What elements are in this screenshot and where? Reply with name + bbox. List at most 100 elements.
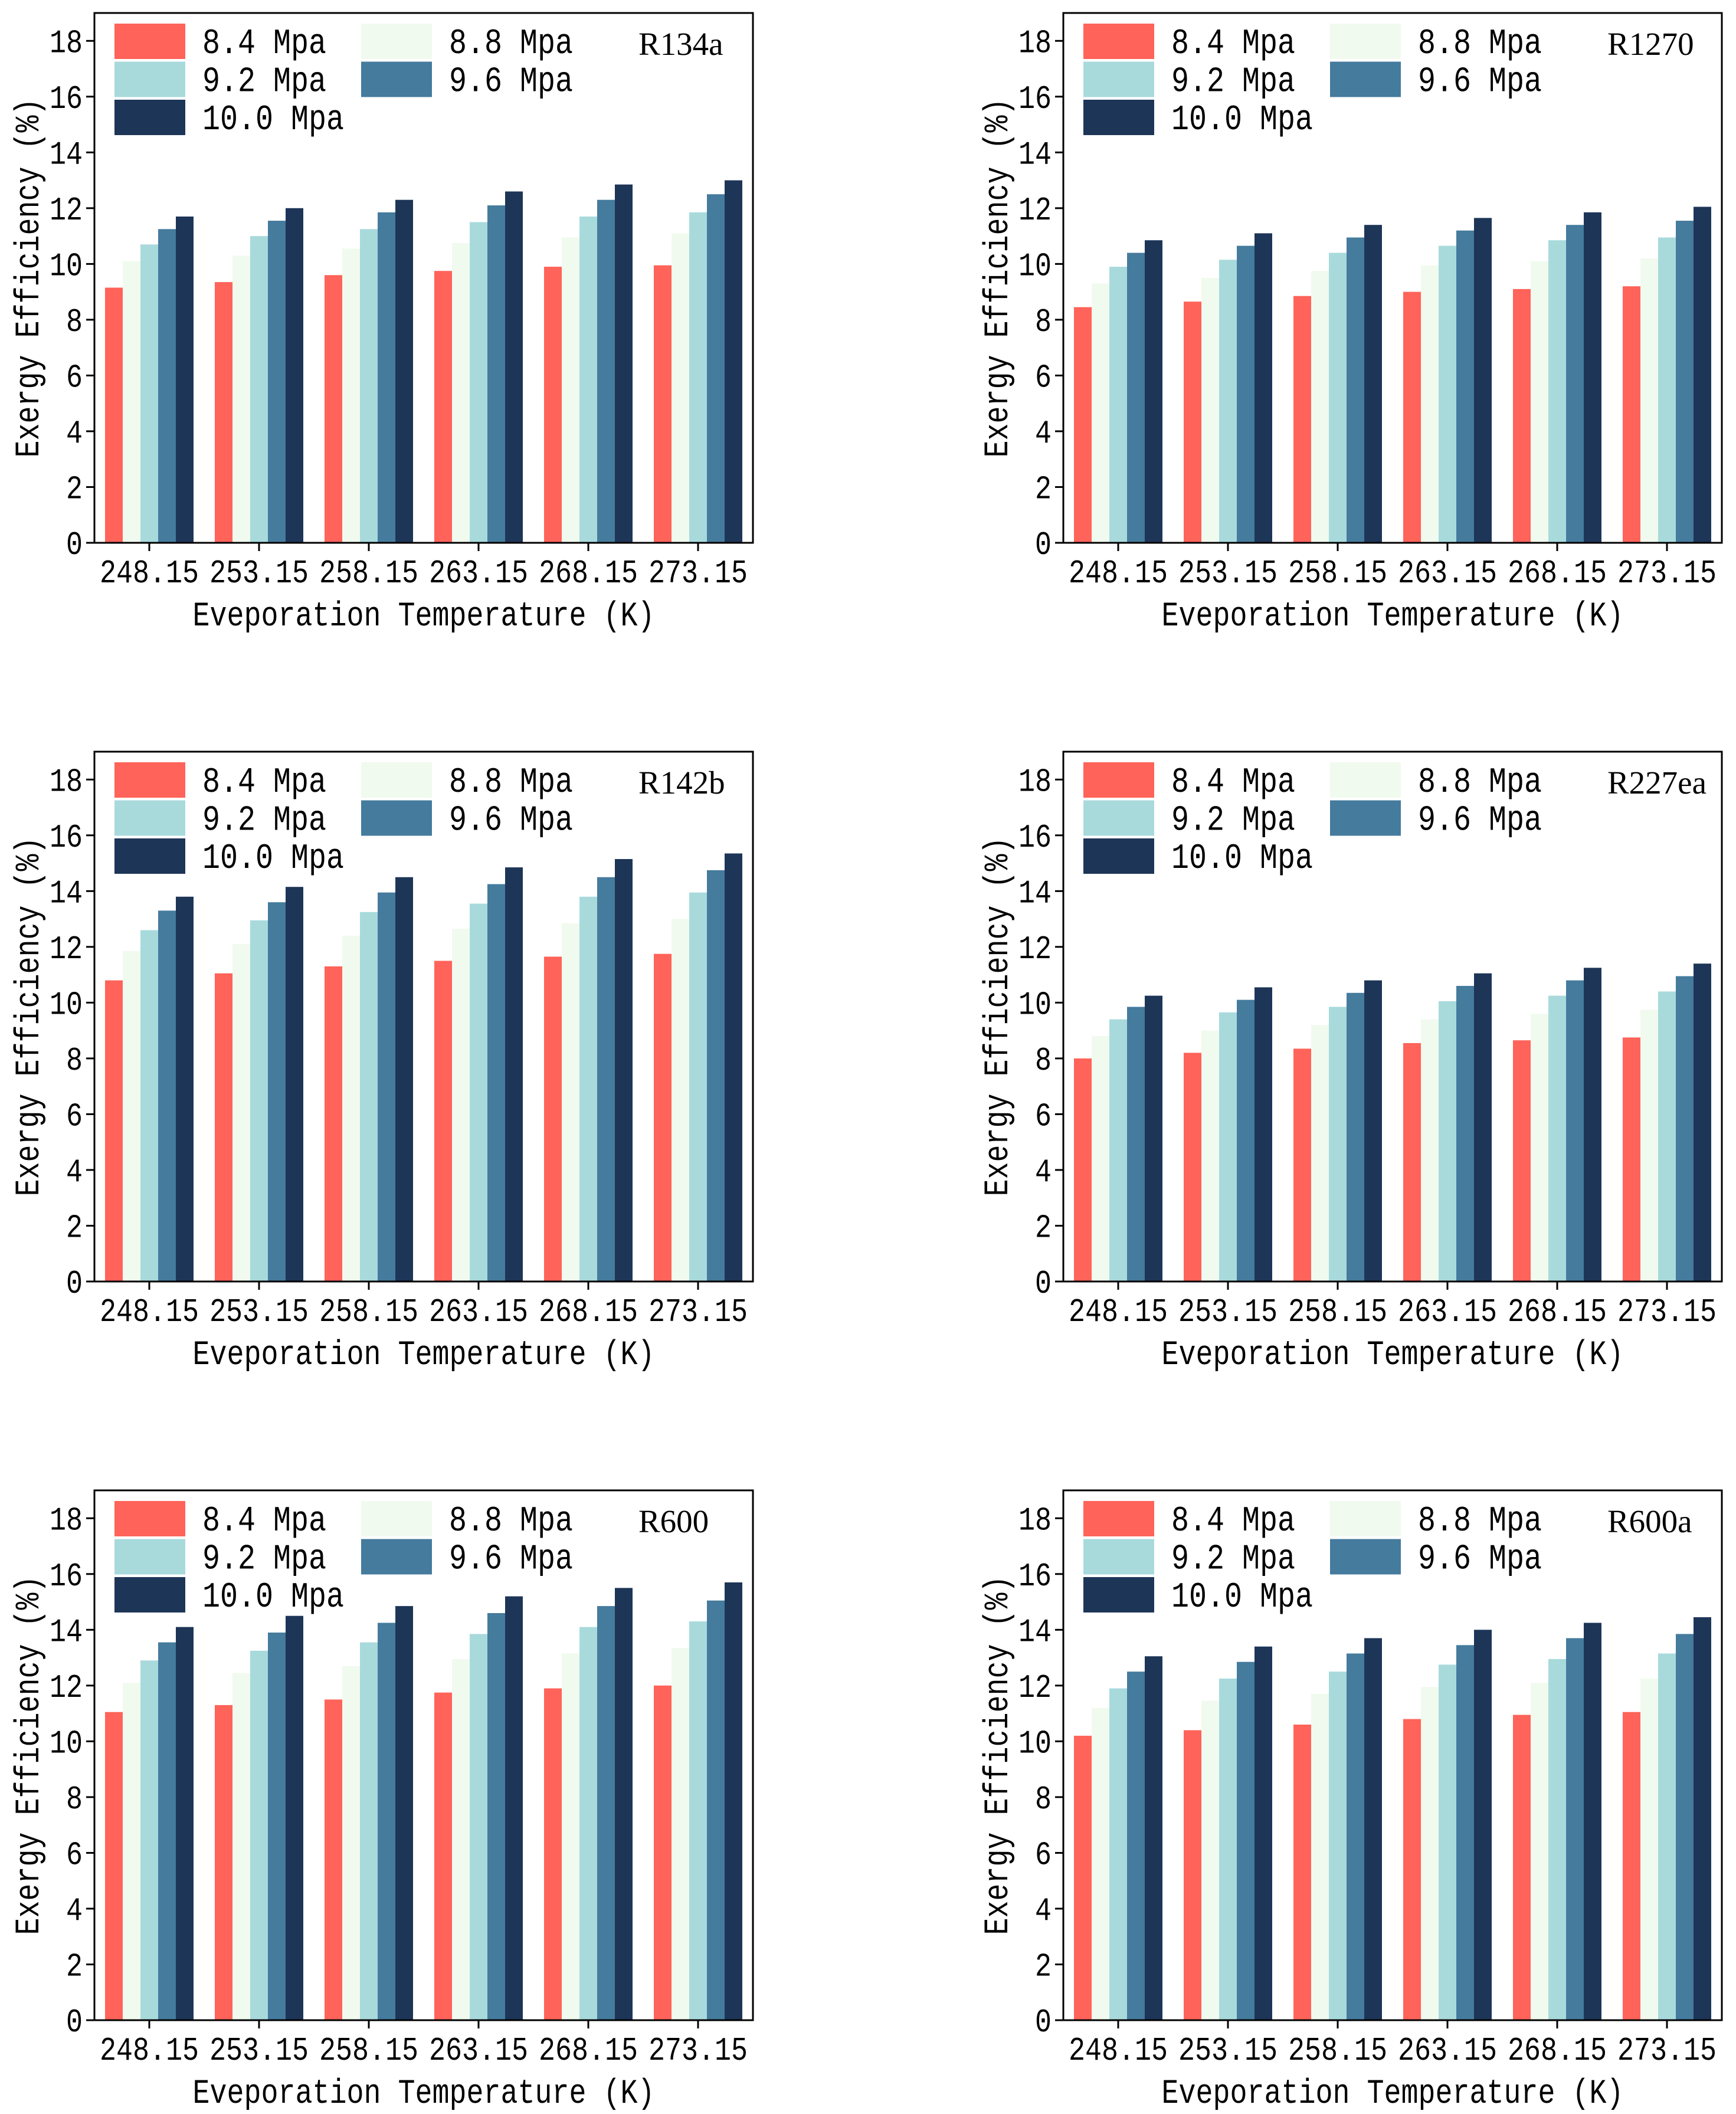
y-tick-label: 4 bbox=[1035, 1892, 1052, 1930]
bar-r1270-268-15-9-2-mpa bbox=[1548, 240, 1566, 543]
bar-r1270-268-15-9-6-mpa bbox=[1566, 225, 1584, 543]
bar-r1270-248-15-8-8-mpa bbox=[1092, 283, 1109, 543]
bar-r600-268-15-8-8-mpa bbox=[562, 1653, 579, 2020]
bar-r1270-263-15-8-8-mpa bbox=[1421, 265, 1439, 543]
bar-r600-268-15-9-6-mpa bbox=[597, 1606, 615, 2020]
y-tick-label: 14 bbox=[1018, 1613, 1052, 1651]
y-tick-label: 8 bbox=[1035, 303, 1052, 341]
bar-r134a-273-15-9-6-mpa bbox=[707, 194, 725, 543]
x-tick-label: 273.15 bbox=[648, 1293, 748, 1331]
bar-r1270-258-15-8-4-mpa bbox=[1293, 296, 1311, 543]
legend-r600a: 8.4 Mpa 8.8 Mpa 9.2 Mpa 9.6 Mpa 10.0 Mpa bbox=[1083, 1501, 1542, 1618]
bar-r600a-248-15-9-2-mpa bbox=[1109, 1688, 1127, 2020]
bar-r134a-253-15-8-4-mpa bbox=[215, 282, 232, 543]
bar-r142b-248-15-9-6-mpa bbox=[158, 910, 176, 1281]
bar-r600a-263-15-10-0-mpa bbox=[1474, 1630, 1492, 2020]
bar-r600-273-15-9-2-mpa bbox=[689, 1621, 707, 2020]
bar-r142b-258-15-9-6-mpa bbox=[378, 892, 395, 1281]
legend-swatch bbox=[361, 61, 432, 97]
legend-label: 10.0 Mpa bbox=[1171, 839, 1313, 879]
legend-item-9-6-mpa: 9.6 Mpa bbox=[1330, 1539, 1542, 1580]
legend-label: 8.4 Mpa bbox=[202, 763, 326, 803]
bars-r227ea bbox=[1074, 963, 1711, 1281]
legend-label: 9.2 Mpa bbox=[1171, 1540, 1295, 1580]
bar-r134a-248-15-9-6-mpa bbox=[158, 229, 176, 543]
bar-r142b-268-15-8-4-mpa bbox=[544, 956, 562, 1281]
x-tick-label: 248.15 bbox=[100, 2032, 199, 2070]
y-tick-label: 16 bbox=[50, 819, 83, 857]
bar-r227ea-258-15-9-2-mpa bbox=[1329, 1007, 1347, 1281]
y-tick-label: 12 bbox=[50, 192, 83, 230]
legend-label: 10.0 Mpa bbox=[202, 839, 344, 879]
bar-r227ea-253-15-8-4-mpa bbox=[1184, 1053, 1201, 1281]
y-tick-label: 18 bbox=[1018, 24, 1052, 62]
y-tick-label: 16 bbox=[50, 1558, 83, 1595]
legend-item-10-0-mpa: 10.0 Mpa bbox=[114, 100, 344, 140]
bar-r1270-258-15-8-8-mpa bbox=[1311, 271, 1329, 543]
bar-r227ea-258-15-8-4-mpa bbox=[1293, 1048, 1311, 1281]
bar-r142b-268-15-9-2-mpa bbox=[579, 896, 597, 1281]
x-tick-label: 248.15 bbox=[1069, 1293, 1168, 1331]
bar-r142b-273-15-9-2-mpa bbox=[689, 892, 707, 1281]
bar-r1270-258-15-9-6-mpa bbox=[1347, 237, 1364, 543]
x-tick-label: 273.15 bbox=[648, 2032, 748, 2070]
bar-r142b-268-15-9-6-mpa bbox=[597, 877, 615, 1281]
bar-r600a-258-15-9-6-mpa bbox=[1347, 1653, 1364, 2020]
legend-item-8-4-mpa: 8.4 Mpa bbox=[1083, 762, 1295, 803]
bar-r600-273-15-8-4-mpa bbox=[654, 1685, 672, 2020]
legend-swatch bbox=[361, 24, 432, 59]
x-axis-title: Eveporation Temperature (K) bbox=[193, 2075, 655, 2113]
x-tick-label: 273.15 bbox=[648, 555, 748, 592]
bar-r134a-258-15-8-8-mpa bbox=[342, 248, 360, 543]
legend-swatch bbox=[1330, 762, 1401, 798]
bar-r227ea-253-15-10-0-mpa bbox=[1254, 987, 1272, 1281]
legend-label: 9.2 Mpa bbox=[202, 801, 326, 841]
x-tick-label: 253.15 bbox=[209, 2032, 309, 2070]
bar-r600-263-15-9-6-mpa bbox=[487, 1613, 505, 2020]
legend-label: 8.8 Mpa bbox=[1418, 24, 1542, 64]
bar-r600a-273-15-9-2-mpa bbox=[1658, 1653, 1676, 2020]
y-tick-label: 2 bbox=[1035, 1948, 1052, 1986]
bar-r1270-253-15-8-8-mpa bbox=[1201, 278, 1219, 543]
legend-item-9-2-mpa: 9.2 Mpa bbox=[114, 61, 326, 103]
bar-r134a-268-15-8-4-mpa bbox=[544, 267, 562, 543]
y-tick-label: 10 bbox=[1018, 986, 1052, 1024]
bar-r600a-258-15-9-2-mpa bbox=[1329, 1671, 1347, 2020]
bar-r600-248-15-10-0-mpa bbox=[176, 1627, 194, 2020]
bar-r600a-268-15-9-6-mpa bbox=[1566, 1638, 1584, 2020]
bar-r227ea-248-15-10-0-mpa bbox=[1145, 995, 1162, 1281]
bar-r227ea-273-15-8-4-mpa bbox=[1623, 1037, 1640, 1281]
legend-item-8-8-mpa: 8.8 Mpa bbox=[1330, 24, 1542, 64]
y-tick-label: 8 bbox=[1035, 1042, 1052, 1080]
legend-label: 8.8 Mpa bbox=[449, 763, 573, 803]
bar-r142b-263-15-9-6-mpa bbox=[487, 884, 505, 1281]
legend-label: 8.4 Mpa bbox=[1171, 24, 1295, 64]
bar-r600-263-15-9-2-mpa bbox=[470, 1634, 487, 2020]
legend-item-9-2-mpa: 9.2 Mpa bbox=[1083, 1539, 1295, 1580]
y-tick-label: 10 bbox=[1018, 1725, 1052, 1762]
bar-r134a-258-15-10-0-mpa bbox=[395, 199, 413, 543]
legend-swatch bbox=[1330, 1501, 1401, 1536]
y-tick-label: 12 bbox=[1018, 1669, 1052, 1707]
legend-swatch bbox=[1083, 61, 1154, 97]
bar-r1270-253-15-10-0-mpa bbox=[1254, 233, 1272, 543]
bar-r134a-263-15-10-0-mpa bbox=[505, 191, 523, 543]
bar-r600-258-15-9-2-mpa bbox=[360, 1642, 378, 2020]
x-tick-label: 268.15 bbox=[539, 1293, 638, 1331]
y-tick-label: 14 bbox=[50, 136, 83, 173]
y-tick-label: 2 bbox=[1035, 1210, 1052, 1247]
bar-r227ea-248-15-8-4-mpa bbox=[1074, 1058, 1092, 1281]
x-tick-label: 248.15 bbox=[100, 555, 199, 592]
legend-item-9-6-mpa: 9.6 Mpa bbox=[1330, 800, 1542, 841]
y-tick-label: 12 bbox=[1018, 930, 1052, 968]
legend-swatch bbox=[114, 24, 185, 59]
bar-r142b-273-15-8-4-mpa bbox=[654, 953, 672, 1281]
legend-swatch bbox=[1083, 1539, 1154, 1575]
legend-label: 9.2 Mpa bbox=[1171, 801, 1295, 841]
legend-swatch bbox=[114, 100, 185, 135]
x-axis-title: Eveporation Temperature (K) bbox=[193, 1336, 655, 1375]
bar-r600-273-15-9-6-mpa bbox=[707, 1600, 725, 2020]
bar-r1270-258-15-9-2-mpa bbox=[1329, 253, 1347, 543]
legend-item-10-0-mpa: 10.0 Mpa bbox=[1083, 838, 1313, 879]
